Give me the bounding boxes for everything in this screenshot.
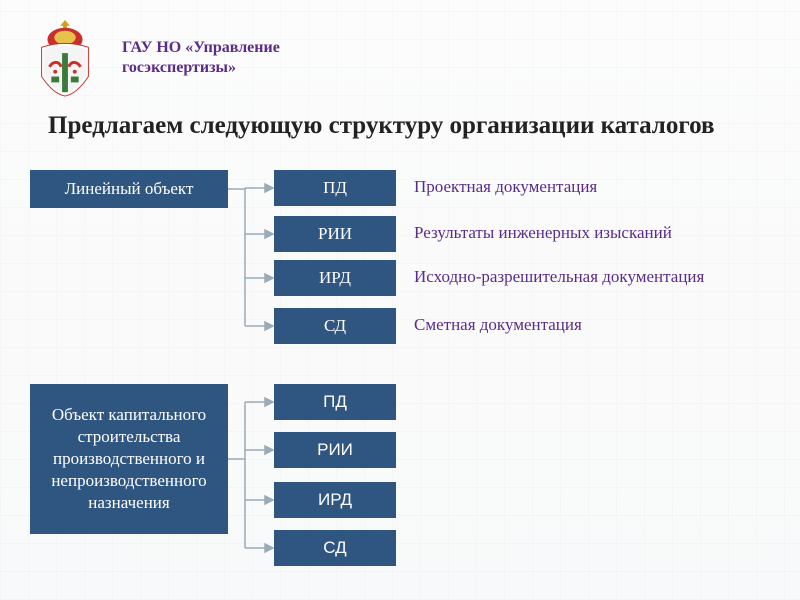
connector-lines	[30, 170, 770, 590]
header: ГАУ НО «Управление госэкспертизы»	[26, 18, 302, 98]
child-node: РИИ	[274, 432, 396, 468]
page-title: Предлагаем следующую структуру организац…	[48, 112, 714, 140]
child-node: СД	[274, 530, 396, 566]
coat-of-arms-icon	[26, 18, 104, 98]
child-node: ПД	[274, 384, 396, 420]
org-name: ГАУ НО «Управление госэкспертизы»	[122, 38, 302, 78]
child-node: ИРД	[274, 482, 396, 518]
